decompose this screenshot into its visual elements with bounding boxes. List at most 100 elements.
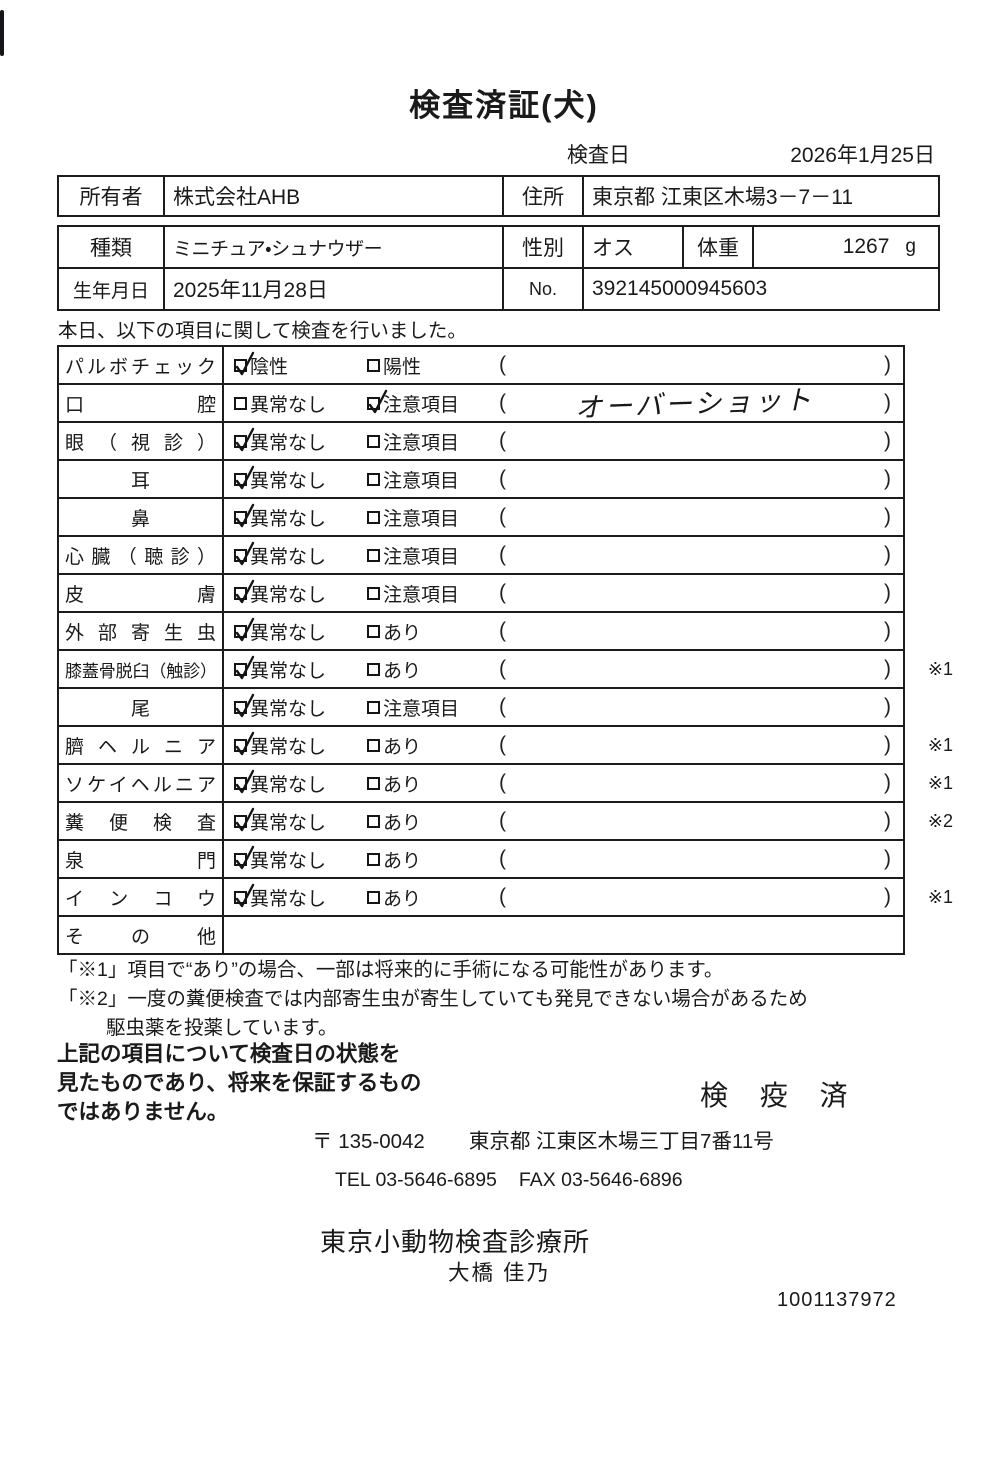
empty-checkbox-icon xyxy=(367,586,380,600)
option-label: あり xyxy=(383,850,422,872)
inspection-date-line: 検査日 2026年1月25日 xyxy=(567,139,935,169)
table-row: 眼（視診） 異常なし 注意項目 () xyxy=(59,421,903,459)
item-label: 口腔 xyxy=(65,394,216,416)
empty-checkbox-icon xyxy=(367,548,380,562)
item-options-cell: 異常なし あり () xyxy=(224,651,903,687)
item-label-cell: 糞便検査 xyxy=(59,803,224,839)
item-options-cell: 異常なし あり () xyxy=(224,841,903,877)
option-opt1: 異常なし xyxy=(234,503,367,531)
veterinarian-name: 大橋 佳乃 xyxy=(448,1261,550,1285)
scan-artifact-mark xyxy=(0,10,4,56)
paren-close: ) xyxy=(884,771,891,794)
paren-open: ( xyxy=(499,391,506,414)
option-label: あり xyxy=(383,774,422,796)
footnote-2: 「※2」一度の糞便検査では内部寄生虫が寄生していても発見できない場合があるため xyxy=(58,988,808,1010)
option-label: あり xyxy=(383,812,422,834)
item-options-cell: 異常なし 注意項目 () xyxy=(224,689,903,725)
paren-close: ) xyxy=(884,353,891,376)
option-label: 注意項目 xyxy=(383,546,460,568)
option-opt1: 異常なし xyxy=(234,617,367,645)
paren-close: ) xyxy=(884,847,891,870)
clinic-address: 東京都 江東区木場三丁目7番11号 xyxy=(468,1130,774,1153)
option-opt2: 注意項目 xyxy=(367,389,499,417)
checked-checkbox-icon xyxy=(234,807,255,831)
item-label-cell: 膝蓋骨脱臼（触診） xyxy=(59,651,224,687)
option-label: 異常なし xyxy=(250,850,327,872)
option-opt1: 異常なし xyxy=(234,465,367,493)
paren-close: ) xyxy=(884,657,891,680)
option-label: 異常なし xyxy=(250,470,327,492)
empty-checkbox-icon xyxy=(367,738,380,752)
item-label-cell: インコウ xyxy=(59,879,224,915)
empty-checkbox-icon xyxy=(367,890,380,904)
owner-value: 株式会社AHB xyxy=(163,177,502,215)
item-options-cell: 異常なし 注意項目 () xyxy=(224,423,903,459)
checked-checkbox-icon xyxy=(234,655,255,679)
option-opt2: 注意項目 xyxy=(367,466,499,493)
option-label: 異常なし xyxy=(250,584,327,606)
table-row: 皮膚 異常なし 注意項目 () xyxy=(59,573,903,611)
table-row: 鼻 異常なし 注意項目 () xyxy=(59,497,903,535)
option-opt1: 異常なし xyxy=(234,541,367,569)
clinic-name: 東京小動物検査診療所 xyxy=(320,1227,591,1257)
item-label-cell: その他 xyxy=(59,917,224,953)
weight-unit: g xyxy=(905,236,916,257)
item-label: 臍ヘルニア xyxy=(65,736,216,758)
paren-open: ( xyxy=(499,695,506,718)
option-label: 注意項目 xyxy=(383,698,460,720)
option-label: あり xyxy=(383,888,422,910)
option-opt1: 異常なし xyxy=(234,693,367,721)
checked-checkbox-icon xyxy=(367,389,388,413)
option-label: あり xyxy=(383,622,422,644)
paren-open: ( xyxy=(499,809,506,832)
breed-label: 種類 xyxy=(90,237,132,260)
inspection-table: パルボチェック 陰性 陽性() 口腔 異常なし 注意項目(オーバーショット) 眼（視診） 異常… xyxy=(57,345,953,955)
postal-code: 〒 135-0042 xyxy=(312,1130,425,1153)
address-value: 東京都 江東区木場3－7－11 xyxy=(582,177,938,215)
option-opt2: 注意項目 xyxy=(367,694,499,721)
option-opt1: 異常なし xyxy=(234,845,367,873)
item-label-cell: 泉門 xyxy=(59,841,224,877)
empty-checkbox-icon xyxy=(234,396,247,410)
item-remark: オーバーショット xyxy=(506,384,884,422)
option-label: 異常なし xyxy=(250,888,327,910)
option-opt2: あり xyxy=(367,656,499,683)
option-opt1: 異常なし xyxy=(234,731,367,759)
option-label: 注意項目 xyxy=(383,508,460,530)
paren-open: ( xyxy=(499,543,506,566)
option-label: 陽性 xyxy=(383,356,422,378)
inspection-date-label: 検査日 xyxy=(567,144,630,167)
breed-value: ミニチュア・シュナウザー xyxy=(163,227,502,267)
checked-checkbox-icon xyxy=(234,731,255,755)
contact-line: TEL 03-5646-6895 FAX 03-5646-6896 xyxy=(335,1169,683,1192)
table-row: 尾 異常なし 注意項目 () xyxy=(59,687,903,725)
table-row: 外部寄生虫 異常なし あり () xyxy=(59,611,903,649)
option-opt2: 注意項目 xyxy=(367,428,499,455)
item-label: ソケイヘルニア xyxy=(65,774,216,796)
empty-checkbox-icon xyxy=(367,776,380,790)
option-opt1: 異常なし xyxy=(234,390,367,417)
table-row: 口腔 異常なし 注意項目 (オーバーショット) xyxy=(59,383,903,423)
sex-label: 性別 xyxy=(502,227,582,267)
option-label: 注意項目 xyxy=(383,394,460,416)
item-label: その他 xyxy=(65,926,216,948)
birthdate-value: 2025年11月28日 xyxy=(163,269,502,309)
table-row: パルボチェック 陰性 陽性 () xyxy=(59,347,903,383)
handwritten-remark: オーバーショット xyxy=(574,384,816,423)
intro-text: 本日、以下の項目に関して検査を行いました。 xyxy=(58,320,467,342)
paren-open: ( xyxy=(499,581,506,604)
disclaimer-line-2: 見たものであり、将来を保証するもの xyxy=(57,1071,422,1095)
checked-checkbox-icon xyxy=(234,351,255,375)
item-options-cell: 異常なし あり () xyxy=(224,727,903,763)
weight-value: 1267 xyxy=(842,235,890,258)
item-options-cell: 異常なし あり () xyxy=(224,803,903,839)
paren-open: ( xyxy=(499,353,506,376)
item-label: 尾 xyxy=(130,698,150,720)
page-title: 検査済証(犬) xyxy=(409,88,599,123)
paren-close: ) xyxy=(884,429,891,452)
item-label-cell: 外部寄生虫 xyxy=(59,613,224,649)
item-label: 皮膚 xyxy=(65,584,216,606)
option-opt2: 注意項目 xyxy=(367,580,499,607)
weight-label: 体重 xyxy=(682,227,752,267)
paren-open: ( xyxy=(499,619,506,642)
